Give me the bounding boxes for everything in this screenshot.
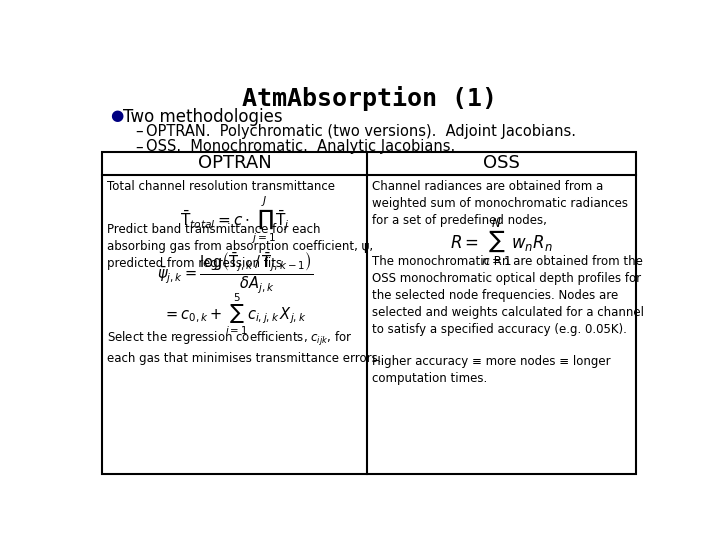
Text: $\bar{\mathrm{T}}_{total} = c \cdot \prod_{j=1}^{J} \bar{\mathrm{T}}_j$: $\bar{\mathrm{T}}_{total} = c \cdot \pro… [180, 194, 289, 246]
Text: $\bar{\psi}_{j,k} = \dfrac{\log\!\left(\bar{\mathrm{T}}_{j,k}\,/\,\bar{\mathrm{T: $\bar{\psi}_{j,k} = \dfrac{\log\!\left(\… [156, 249, 313, 295]
Text: Predict band transmittance for each
absorbing gas from absorption coefficient, ψ: Predict band transmittance for each abso… [107, 222, 373, 269]
Text: OPTRAN: OPTRAN [198, 154, 272, 172]
Text: –: – [135, 139, 143, 154]
Text: –: – [135, 124, 143, 139]
Text: Two methodologies: Two methodologies [122, 108, 282, 126]
Text: $= c_{0,k} + \sum_{i=1}^{5} c_{i,j,k}\, X_{j,k}$: $= c_{0,k} + \sum_{i=1}^{5} c_{i,j,k}\, … [163, 292, 307, 337]
Text: The monochromatic Rn are obtained from the
OSS monochromatic optical depth profi: The monochromatic Rn are obtained from t… [372, 255, 644, 336]
Text: Select the regression coefficients, $c_{ijk}$, for
each gas that minimises trans: Select the regression coefficients, $c_{… [107, 330, 382, 366]
Text: OPTRAN.  Polychromatic (two versions).  Adjoint Jacobians.: OPTRAN. Polychromatic (two versions). Ad… [145, 124, 576, 139]
Text: ●: ● [110, 108, 123, 123]
Text: OSS: OSS [483, 154, 520, 172]
Text: OSS.  Monochromatic.  Analytic Jacobians.: OSS. Monochromatic. Analytic Jacobians. [145, 139, 455, 154]
Text: Higher accuracy ≡ more nodes ≡ longer
computation times.: Higher accuracy ≡ more nodes ≡ longer co… [372, 355, 611, 385]
Text: Total channel resolution transmittance: Total channel resolution transmittance [107, 180, 335, 193]
Text: AtmAbsorption (1): AtmAbsorption (1) [241, 86, 497, 111]
Text: Channel radiances are obtained from a
weighted sum of monochromatic radiances
fo: Channel radiances are obtained from a we… [372, 180, 628, 227]
Text: $R = \sum_{n=1}^{N} w_n R_n$: $R = \sum_{n=1}^{N} w_n R_n$ [450, 217, 553, 268]
Bar [102, 152, 636, 475]
